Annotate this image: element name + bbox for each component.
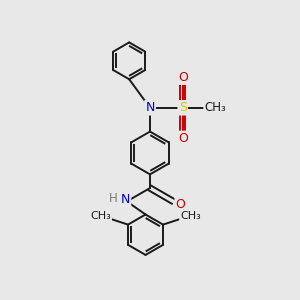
Text: N: N — [121, 194, 130, 206]
Text: N: N — [145, 101, 155, 114]
Text: O: O — [178, 132, 188, 145]
Text: O: O — [178, 71, 188, 84]
Text: CH₃: CH₃ — [180, 211, 201, 221]
Text: H: H — [109, 192, 118, 205]
Text: CH₃: CH₃ — [205, 101, 226, 114]
Text: S: S — [179, 101, 187, 114]
Text: CH₃: CH₃ — [90, 211, 111, 221]
Text: O: O — [176, 198, 186, 211]
